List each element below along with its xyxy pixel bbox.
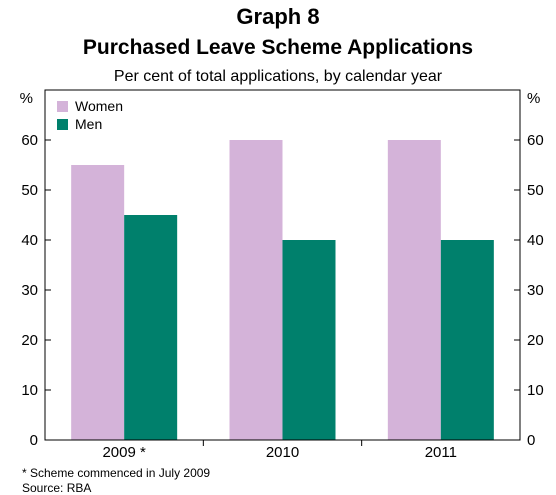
plot-frame [44,89,521,441]
legend-swatch-men [57,119,68,130]
source-note: Source: RBA [22,481,92,495]
chart-subtitle: Per cent of total applications, by calen… [113,68,443,85]
y-tick-label-right: 50 [527,182,544,199]
graph-label: Graph 8 [236,4,320,29]
bar-women-2 [387,140,441,440]
legend-label-women: Women [75,98,123,114]
legend-swatch-women [57,101,68,112]
y-tick-label-left: 10 [21,382,38,399]
chart-title: Purchased Leave Scheme Applications [82,36,474,59]
legend-label-men: Men [75,116,102,132]
y-tick-label-right: 0 [527,432,535,449]
y-tick-label-left: 0 [30,432,38,449]
bar-women-1 [229,140,283,440]
x-tick-label: 2009 * [102,444,146,461]
y-tick-label-right: 20 [527,332,544,349]
y-tick-label-left: 40 [21,232,38,249]
bar-men-0 [124,215,178,440]
y-tick-label-right: 40 [527,232,544,249]
y-tick-label-left: 60 [21,132,38,149]
bar-men-2 [440,240,494,440]
bar-men-1 [282,240,336,440]
footnote: * Scheme commenced in July 2009 [22,466,211,480]
y-tick-label-right: 60 [527,132,544,149]
y-tick-label-right: 30 [527,282,544,299]
x-tick-label: 2010 [266,444,299,461]
y-axis-label-right: % [527,90,540,107]
y-tick-label-left: 50 [21,182,38,199]
bar-women-0 [71,165,125,440]
y-tick-label-right: 10 [527,382,544,399]
y-axis-label-left: % [20,90,33,107]
x-tick-label: 2011 [425,444,457,461]
y-tick-label-left: 20 [21,332,38,349]
y-tick-label-left: 30 [21,282,38,299]
